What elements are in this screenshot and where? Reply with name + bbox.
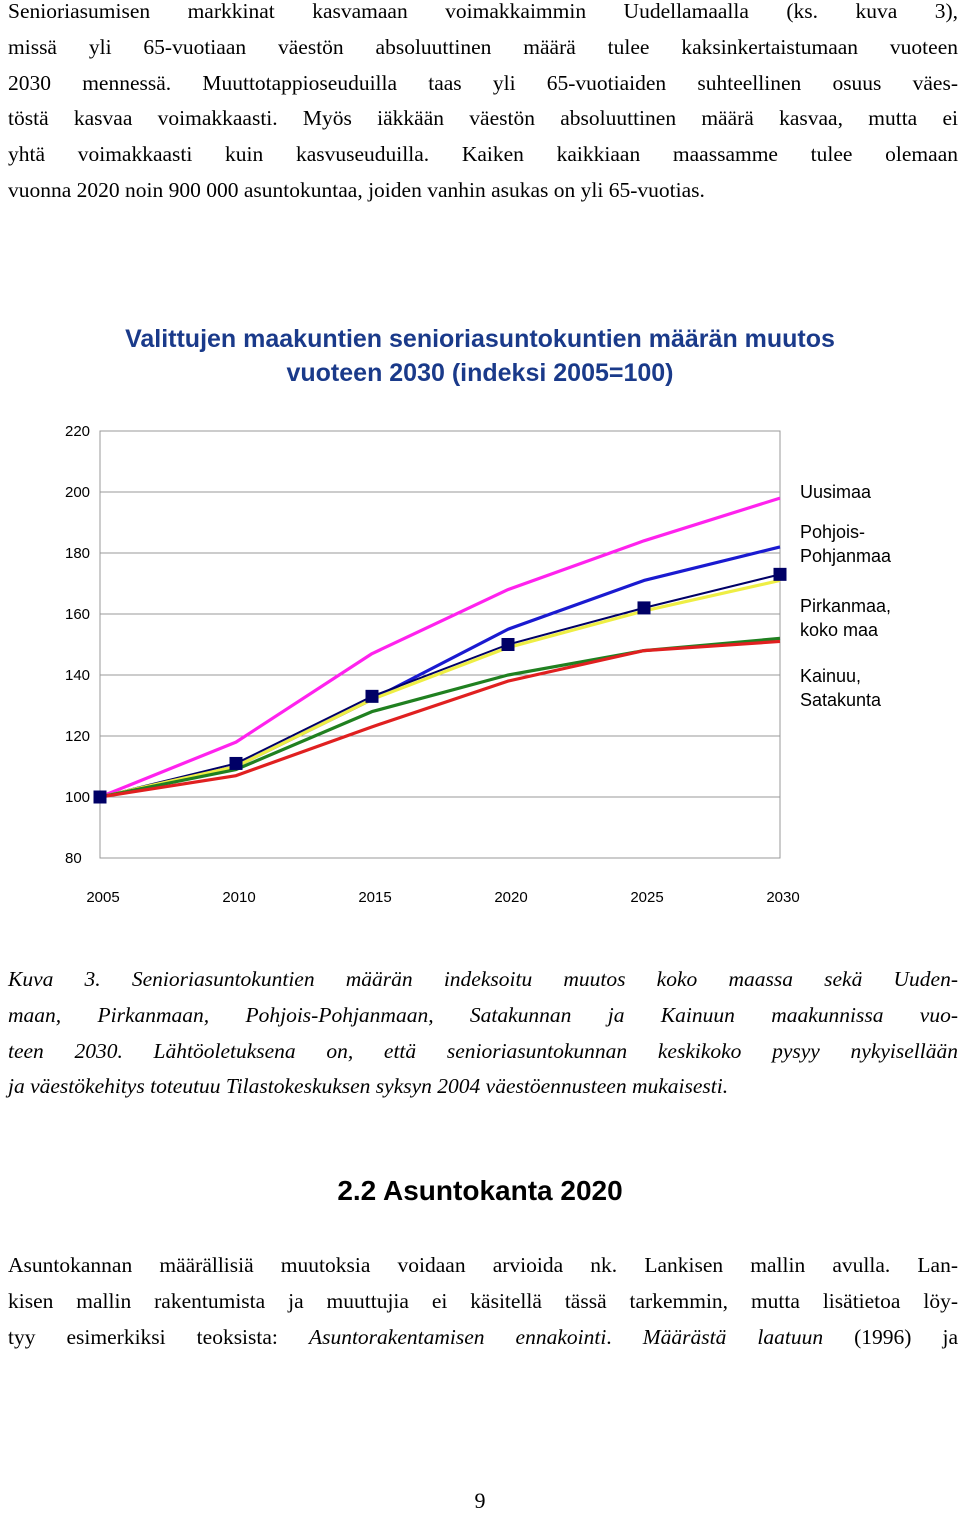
legend-label: Kainuu, Satakunta bbox=[800, 666, 882, 710]
page-number: 9 bbox=[474, 1488, 486, 1513]
figure-caption: Kuva 3. Senioriasuntokuntien määrän inde… bbox=[8, 962, 958, 1105]
legend-label-line: Pohjois- bbox=[800, 522, 865, 542]
intro-paragraph: Senioriasumisen markkinat kasvamaan voim… bbox=[8, 0, 958, 209]
data-point-koko-maa bbox=[773, 567, 787, 581]
reference-title: Asuntorakentamisen ennakointi bbox=[308, 1324, 607, 1349]
series-line-koko-maa bbox=[99, 573, 781, 798]
series-line-satakunta bbox=[99, 639, 781, 799]
legend-label-line: Uusimaa bbox=[800, 482, 872, 502]
text-line: töstä kasvaa voimakkaasti. Myös iäkkään … bbox=[8, 106, 958, 131]
y-tick-label: 80 bbox=[65, 850, 82, 867]
section-heading: 2.2 Asuntokanta 2020 bbox=[0, 1175, 960, 1207]
x-tick-label: 2015 bbox=[358, 889, 391, 906]
data-point-koko-maa bbox=[229, 756, 243, 770]
legend-label-line: Kainuu, bbox=[800, 666, 861, 686]
y-tick-label: 160 bbox=[65, 606, 90, 623]
legend-label-line: Pirkanmaa, bbox=[800, 596, 891, 616]
legend-label-line: koko maa bbox=[800, 620, 879, 640]
data-point-koko-maa bbox=[365, 689, 379, 703]
legend-label: Pirkanmaa, koko maa bbox=[800, 596, 891, 640]
text-line: vuonna 2020 noin 900 000 asuntokuntaa, j… bbox=[8, 177, 705, 202]
plot-frame bbox=[99, 430, 781, 859]
chart-title-line: vuoteen 2030 (indeksi 2005=100) bbox=[286, 359, 674, 387]
legend-label-line: Satakunta bbox=[800, 690, 882, 710]
chart-grid bbox=[100, 430, 780, 859]
reference-title: Määrästä laatuun bbox=[642, 1324, 824, 1349]
x-tick-label: 2030 bbox=[766, 889, 799, 906]
caption-line: ja väestökehitys toteutuu Tilastokeskuks… bbox=[8, 1074, 729, 1099]
data-point-koko-maa bbox=[501, 638, 515, 651]
chart-title-line: Valittujen maakuntien senioriasuntokunti… bbox=[125, 325, 835, 353]
y-tick-label: 120 bbox=[65, 728, 90, 745]
text-fragment: . bbox=[606, 1324, 643, 1349]
y-tick-label: 140 bbox=[65, 667, 90, 684]
text-fragment: (1996) ja bbox=[823, 1324, 958, 1349]
text-line: tyy esimerkiksi teoksista: Asuntorakenta… bbox=[8, 1320, 958, 1356]
x-axis: 2005 2010 2015 2020 2025 2030 bbox=[86, 889, 799, 906]
legend-label: Uusimaa bbox=[800, 482, 872, 502]
text-line: yhtä voimakkaasti kuin kasvuseuduilla. K… bbox=[8, 142, 958, 167]
series-markers bbox=[93, 567, 787, 804]
x-tick-label: 2025 bbox=[630, 889, 663, 906]
series-line-uusimaa bbox=[99, 496, 781, 799]
text-line: 2030 mennessä. Muuttotappioseuduilla taa… bbox=[8, 70, 958, 95]
text-line: Asuntokannan määrällisiä muutoksia voida… bbox=[8, 1253, 958, 1277]
x-tick-label: 2005 bbox=[86, 889, 119, 906]
caption-line: maan, Pirkanmaan, Pohjois-Pohjanmaan, Sa… bbox=[8, 1002, 958, 1027]
caption-line: Kuva 3. Senioriasuntokuntien määrän inde… bbox=[8, 967, 958, 991]
section-number: 2.2 bbox=[337, 1175, 377, 1206]
text-line: Senioriasumisen markkinat kasvamaan voim… bbox=[8, 0, 958, 23]
caption-line: teen 2030. Lähtöoletuksena on, että seni… bbox=[8, 1038, 958, 1063]
line-chart: 220 200 180 160 140 120 100 80 2005 2010 2015 2020… bbox=[65, 423, 892, 906]
x-tick-label: 2010 bbox=[222, 889, 255, 906]
y-tick-label: 200 bbox=[65, 484, 90, 501]
legend-label-line: Pohjanmaa bbox=[800, 546, 892, 566]
text-line: missä yli 65-vuotiaan väestön absoluutti… bbox=[8, 34, 958, 59]
text-fragment: tyy esimerkiksi teoksista: bbox=[8, 1324, 309, 1349]
body-paragraph: Asuntokannan määrällisiä muutoksia voida… bbox=[8, 1248, 958, 1355]
y-axis: 220 200 180 160 140 120 100 80 bbox=[65, 423, 90, 867]
text-line: kisen mallin rakentumista ja muuttujia e… bbox=[8, 1288, 958, 1313]
y-tick-label: 100 bbox=[65, 789, 90, 806]
chart-legend: Uusimaa Pohjois- Pohjanmaa Pirkanmaa, koko m… bbox=[800, 482, 892, 710]
data-point-koko-maa bbox=[637, 601, 651, 615]
y-tick-label: 220 bbox=[65, 423, 90, 440]
y-tick-label: 180 bbox=[65, 545, 90, 562]
series-lines bbox=[99, 496, 781, 799]
chart-title: Valittujen maakuntien senioriasuntokunti… bbox=[0, 322, 960, 390]
section-title: Asuntokanta 2020 bbox=[383, 1175, 623, 1206]
series-line-pirkanmaa bbox=[99, 578, 781, 799]
data-point-koko-maa bbox=[93, 790, 107, 804]
x-tick-label: 2020 bbox=[494, 889, 527, 906]
legend-label: Pohjois- Pohjanmaa bbox=[800, 522, 892, 566]
